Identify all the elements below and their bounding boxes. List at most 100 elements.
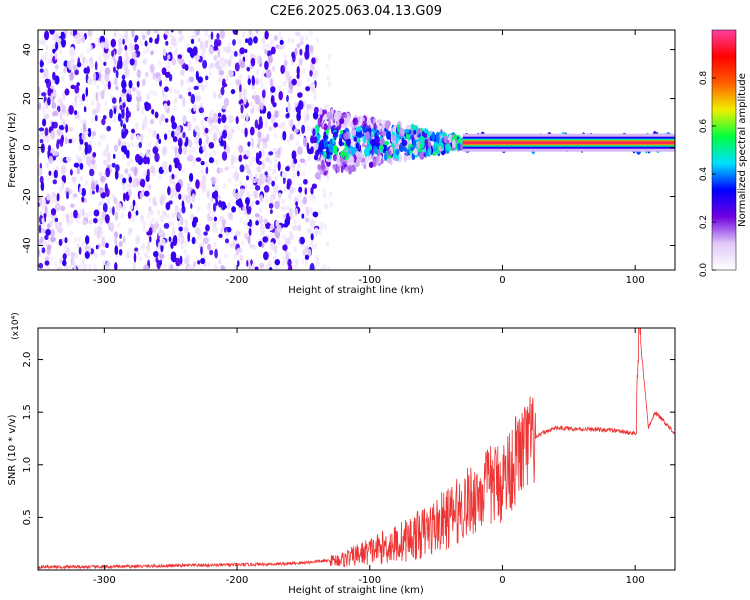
heatmap-cell [122,236,126,244]
heatmap-cell [54,261,58,267]
heatmap-cell [254,266,259,270]
heatmap-cell [215,61,220,70]
heatmap-cell [259,262,264,269]
heatmap-cell [215,177,219,183]
heatmap-cell [314,154,318,161]
heatmap-cell [40,181,45,192]
heatmap-cell [274,163,277,169]
heatmap-cell [234,192,240,199]
heatmap-cell [89,190,93,196]
heatmap-cell [270,86,276,93]
y-tick-label: 1.0 [22,457,33,473]
heatmap-cell [298,186,303,193]
heatmap-cell [366,119,371,126]
heatmap-cell [66,213,69,224]
heatmap-cell [41,132,45,138]
heatmap-cell [332,145,338,153]
heatmap-cell [361,143,366,148]
heatmap-cell [93,164,97,170]
heatmap-cell [160,238,166,246]
heatmap-cell [240,240,244,246]
heatmap-cell [239,254,244,261]
heatmap-cell [180,52,184,58]
heatmap-cell [219,57,225,65]
snr-series-line [38,328,675,570]
heatmap-cell [122,154,125,159]
heatmap-cell [70,84,76,90]
heatmap-cell [187,186,191,191]
heatmap-cell [213,216,217,222]
heatmap-cell [47,244,52,251]
heatmap-cell [239,47,245,55]
heatmap-cell [228,212,233,220]
heatmap-cell [243,97,247,105]
heatmap-cell [41,221,45,227]
heatmap-cell [69,77,73,83]
heatmap-cell [156,133,160,140]
heatmap-cell [269,241,275,251]
heatmap-cell [262,137,268,143]
heatmap-cell [100,249,106,256]
heatmap-cell [114,170,119,180]
heatmap-cell [281,199,285,205]
heatmap-cell [355,126,362,132]
heatmap-cell [66,138,70,144]
heatmap-cell [99,35,106,45]
heatmap-cell [213,242,217,248]
heatmap-cell [174,163,179,169]
heatmap-cell [47,212,51,218]
heatmap-cell [161,210,165,216]
heatmap-cell [148,184,152,190]
heatmap-cell [45,45,49,50]
heatmap-cell [82,93,86,102]
heatmap-cell [282,42,286,48]
heatmap-cell [205,224,210,232]
snr-background [38,328,675,570]
heatmap-cell [200,168,204,174]
heatmap-cell [295,259,298,264]
heatmap-cell [153,91,157,97]
heatmap-cell [298,192,302,198]
heatmap-cell [188,76,195,83]
heatmap-cell [114,231,118,239]
heatmap-cell [185,254,189,260]
heatmap-cell [212,91,216,97]
heatmap-cell [283,54,287,60]
heatmap-cell [121,74,126,80]
heatmap-cell [100,90,105,100]
heatmap-cell [248,30,252,35]
heatmap-cell [118,249,123,256]
heatmap-cell [38,252,41,258]
heatmap-cell [212,132,218,142]
heatmap-cell [222,78,226,88]
heatmap-cell [65,247,71,257]
heatmap-cell [175,157,179,164]
heatmap-cell [282,81,286,87]
heatmap-cell [258,122,263,129]
heatmap-x-axis-label: Height of straight line (km) [288,285,424,296]
heatmap-cell [309,194,313,200]
heatmap-cell [171,30,174,33]
heatmap-cell [262,159,265,170]
heatmap-cell [95,245,99,250]
heatmap-cell [132,199,136,207]
y-tick-label: 40 [22,43,33,56]
heatmap-cell [221,151,228,161]
heatmap-cell [262,44,266,50]
snr-y-ticks: 0.51.01.52.0 [22,352,675,525]
heatmap-cell [403,154,408,162]
heatmap-cell [150,50,154,56]
heatmap-cell [241,128,245,134]
heatmap-cell [260,98,265,104]
heatmap-cell [56,220,61,229]
heatmap-cell [250,183,254,189]
heatmap-cell [133,58,138,67]
heatmap-cell [376,155,380,162]
heatmap-cell [435,132,440,143]
heatmap-cell [227,59,232,67]
heatmap-cell [59,49,63,55]
heatmap-cell [142,58,148,65]
heatmap-cell [72,258,76,268]
heatmap-cell [145,71,149,78]
heatmap-cell [47,59,51,65]
